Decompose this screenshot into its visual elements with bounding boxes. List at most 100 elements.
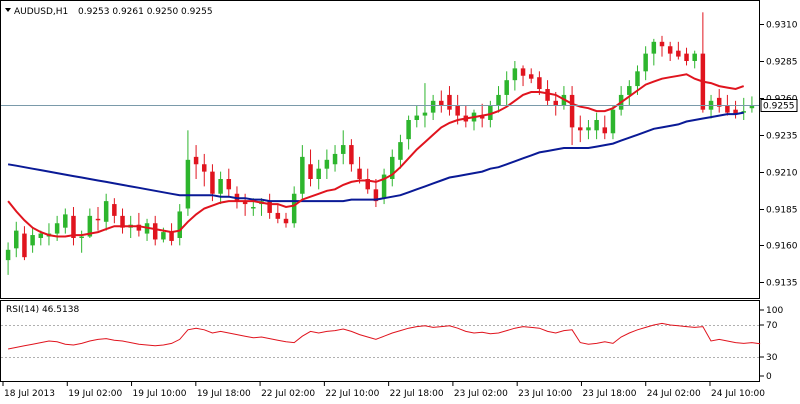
candle-body [430,100,436,113]
candle-body [14,230,19,249]
candle-body [496,94,501,106]
rsi-tick-label: 70 [766,321,778,331]
candle [700,12,706,113]
candle [373,179,379,208]
time-tick-label: 24 Jul 10:00 [711,389,765,399]
rsi-pane-border [0,300,760,382]
candle [627,80,632,106]
candle-body [112,204,117,216]
price-axis: 0.93100.92850.92600.92350.92100.91850.91… [760,21,798,289]
candle-body [381,174,387,199]
time-tick-label: 22 Jul 02:00 [261,389,315,399]
time-axis: 18 Jul 2013 19 Jul 02:00 19 Jul 10:00 19 Ju… [2,381,765,399]
candle [398,134,403,169]
candle [283,212,289,228]
candle [520,65,526,87]
candle [749,96,755,113]
candle [463,105,469,128]
candle-body [733,109,738,115]
candle [537,71,542,95]
candle-body [627,86,632,95]
candle [349,139,354,172]
candle [667,41,673,61]
candle-body [602,127,608,134]
candle [512,61,518,91]
candle-body [38,233,44,238]
candle-body [373,189,379,202]
candle-body [479,115,485,119]
candle [406,115,411,150]
candle-body [365,179,370,190]
candle-body [504,80,509,95]
price-tick-label: 0.9210 [766,169,798,179]
candle [22,226,27,261]
candle [193,145,199,179]
candle [275,204,281,224]
candle [430,94,436,120]
candle [95,207,101,231]
candles-layer [5,12,755,275]
candle [308,149,313,187]
candle-body [643,53,648,72]
rsi-tick-label: 0 [766,372,772,382]
time-tick-label: 18 Jul 2013 [4,389,55,399]
candle [120,208,125,234]
candle [692,50,697,69]
candle-body [316,168,321,179]
candle [332,145,338,172]
candle-body [406,120,411,140]
candle-body [586,127,591,131]
price-tick-label: 0.9160 [766,242,798,252]
candle [291,186,297,228]
candle-body [210,171,215,194]
candle-body [300,156,305,194]
candle [152,215,158,246]
time-tick-label: 23 Jul 18:00 [582,389,636,399]
time-tick-label: 19 Jul 18:00 [197,389,251,399]
candle [112,198,117,224]
candle-body [185,159,191,209]
rsi-layer [8,322,761,350]
price-tick-label: 0.9235 [766,132,798,142]
candle-body [103,201,109,222]
candle [242,193,248,216]
time-tick-label: 22 Jul 10:00 [325,389,379,399]
candle-body [692,53,697,61]
candle-body [439,100,444,106]
last-price-label: 0.9255 [760,99,798,112]
time-tick-label: 22 Jul 18:00 [390,389,444,399]
rsi-tick-label: 30 [766,353,778,363]
candle-body [422,112,428,116]
candle-body [226,179,232,190]
candle-body [161,232,166,240]
candle-body [283,218,289,224]
rsi-title: RSI(14) 46.5138 [6,305,79,315]
candle [316,159,321,190]
candle-body [324,159,330,169]
candle-body [193,156,199,165]
candle-body [594,120,599,131]
time-tick-label: 23 Jul 10:00 [518,389,572,399]
candle [643,46,648,81]
triangle-down-icon[interactable] [5,8,11,12]
candle-body [749,105,755,109]
ma-fast-line [7,73,745,238]
candle [733,100,738,119]
candle-body [684,53,689,61]
candle-body [95,218,101,221]
candle [676,41,681,60]
candle [610,105,616,140]
candle-body [512,68,518,81]
chart-ohlc-values: 0.9253 0.9261 0.9250 0.9255 [78,7,213,17]
candle [414,105,420,128]
candle-body [22,233,27,258]
candle-body [30,235,35,246]
price-tick-label: 0.9185 [766,206,798,216]
candle [578,115,583,143]
candle-body [340,145,346,154]
candle-body [716,97,722,107]
candle-body [79,236,84,238]
candle-body [267,201,272,213]
candle [324,149,330,179]
